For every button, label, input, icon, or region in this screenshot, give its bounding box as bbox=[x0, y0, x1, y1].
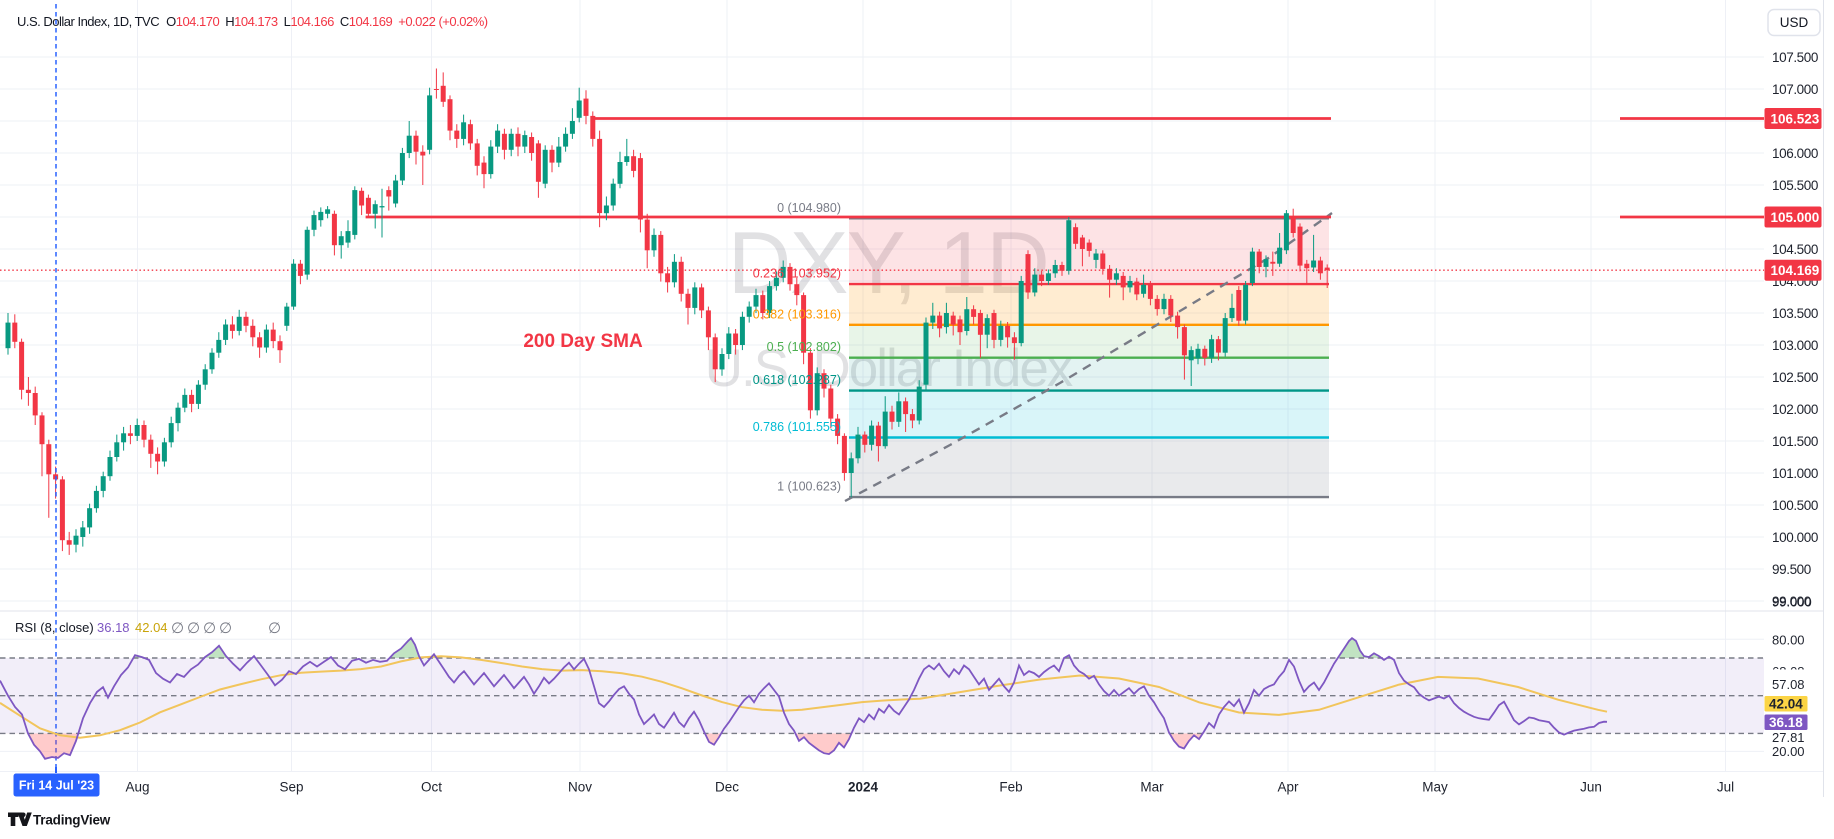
svg-text:Jun: Jun bbox=[1580, 780, 1602, 795]
svg-text:106.000: 106.000 bbox=[1772, 146, 1818, 161]
svg-text:20.00: 20.00 bbox=[1772, 744, 1805, 759]
svg-text:∅: ∅ bbox=[187, 620, 200, 637]
svg-text:∅: ∅ bbox=[268, 620, 281, 637]
svg-text:Nov: Nov bbox=[568, 780, 592, 795]
svg-text:RSI (8, close): RSI (8, close) bbox=[15, 620, 94, 635]
svg-text:57.08: 57.08 bbox=[1772, 677, 1805, 692]
svg-text:103.000: 103.000 bbox=[1772, 338, 1818, 353]
svg-text:∅: ∅ bbox=[203, 620, 216, 637]
svg-text:May: May bbox=[1422, 780, 1448, 795]
svg-text:42.04: 42.04 bbox=[1769, 697, 1803, 712]
svg-text:Sep: Sep bbox=[279, 780, 303, 795]
svg-text:105.500: 105.500 bbox=[1772, 178, 1818, 193]
svg-text:27.81: 27.81 bbox=[1772, 730, 1805, 745]
svg-text:Aug: Aug bbox=[125, 780, 149, 795]
svg-text:99.000: 99.000 bbox=[1772, 595, 1812, 610]
svg-text:99.000: 99.000 bbox=[1772, 594, 1811, 609]
svg-text:TradingView: TradingView bbox=[33, 813, 111, 828]
svg-text:36.18: 36.18 bbox=[97, 620, 130, 635]
svg-text:1 (100.623): 1 (100.623) bbox=[777, 480, 841, 494]
svg-text:0.236 (103.952): 0.236 (103.952) bbox=[753, 267, 841, 281]
svg-text:36.18: 36.18 bbox=[1769, 715, 1803, 730]
svg-text:0.618 (102.287): 0.618 (102.287) bbox=[753, 373, 841, 387]
svg-text:Mar: Mar bbox=[1140, 780, 1164, 795]
svg-text:105.000: 105.000 bbox=[1771, 210, 1820, 225]
svg-text:U.S. Dollar Index: U.S. Dollar Index bbox=[705, 339, 1073, 398]
svg-text:100.500: 100.500 bbox=[1772, 498, 1818, 513]
svg-text:102.000: 102.000 bbox=[1772, 402, 1818, 417]
svg-text:99.500: 99.500 bbox=[1772, 562, 1811, 577]
svg-text:2024: 2024 bbox=[848, 780, 879, 795]
svg-text:42.04: 42.04 bbox=[135, 620, 168, 635]
svg-text:80.00: 80.00 bbox=[1772, 633, 1805, 648]
svg-text:100.000: 100.000 bbox=[1772, 530, 1818, 545]
svg-text:107.000: 107.000 bbox=[1772, 82, 1818, 97]
svg-text:Oct: Oct bbox=[421, 780, 442, 795]
svg-text:107.500: 107.500 bbox=[1772, 50, 1818, 65]
svg-text:200 Day SMA: 200 Day SMA bbox=[523, 331, 643, 352]
svg-text:Dec: Dec bbox=[715, 780, 739, 795]
svg-text:104.500: 104.500 bbox=[1772, 242, 1818, 257]
svg-text:0.382 (103.316): 0.382 (103.316) bbox=[753, 307, 841, 321]
svg-text:0 (104.980): 0 (104.980) bbox=[777, 201, 841, 215]
svg-text:∅: ∅ bbox=[219, 620, 232, 637]
svg-text:104.169: 104.169 bbox=[1771, 263, 1820, 278]
svg-text:∅: ∅ bbox=[171, 620, 184, 637]
svg-text:Apr: Apr bbox=[1277, 780, 1299, 795]
svg-text:103.500: 103.500 bbox=[1772, 306, 1818, 321]
svg-text:Fri 14 Jul '23: Fri 14 Jul '23 bbox=[19, 779, 94, 793]
svg-text:0.5 (102.802): 0.5 (102.802) bbox=[767, 340, 841, 354]
svg-text:Feb: Feb bbox=[999, 780, 1022, 795]
svg-text:106.523: 106.523 bbox=[1771, 111, 1820, 126]
svg-text:101.500: 101.500 bbox=[1772, 434, 1818, 449]
svg-text:Jul: Jul bbox=[1717, 780, 1734, 795]
svg-text:USD: USD bbox=[1780, 15, 1809, 30]
svg-text:101.000: 101.000 bbox=[1772, 466, 1818, 481]
svg-text:102.500: 102.500 bbox=[1772, 370, 1818, 385]
svg-text:DXY, 1D: DXY, 1D bbox=[728, 213, 1049, 312]
svg-text:0.786 (101.555): 0.786 (101.555) bbox=[753, 420, 841, 434]
